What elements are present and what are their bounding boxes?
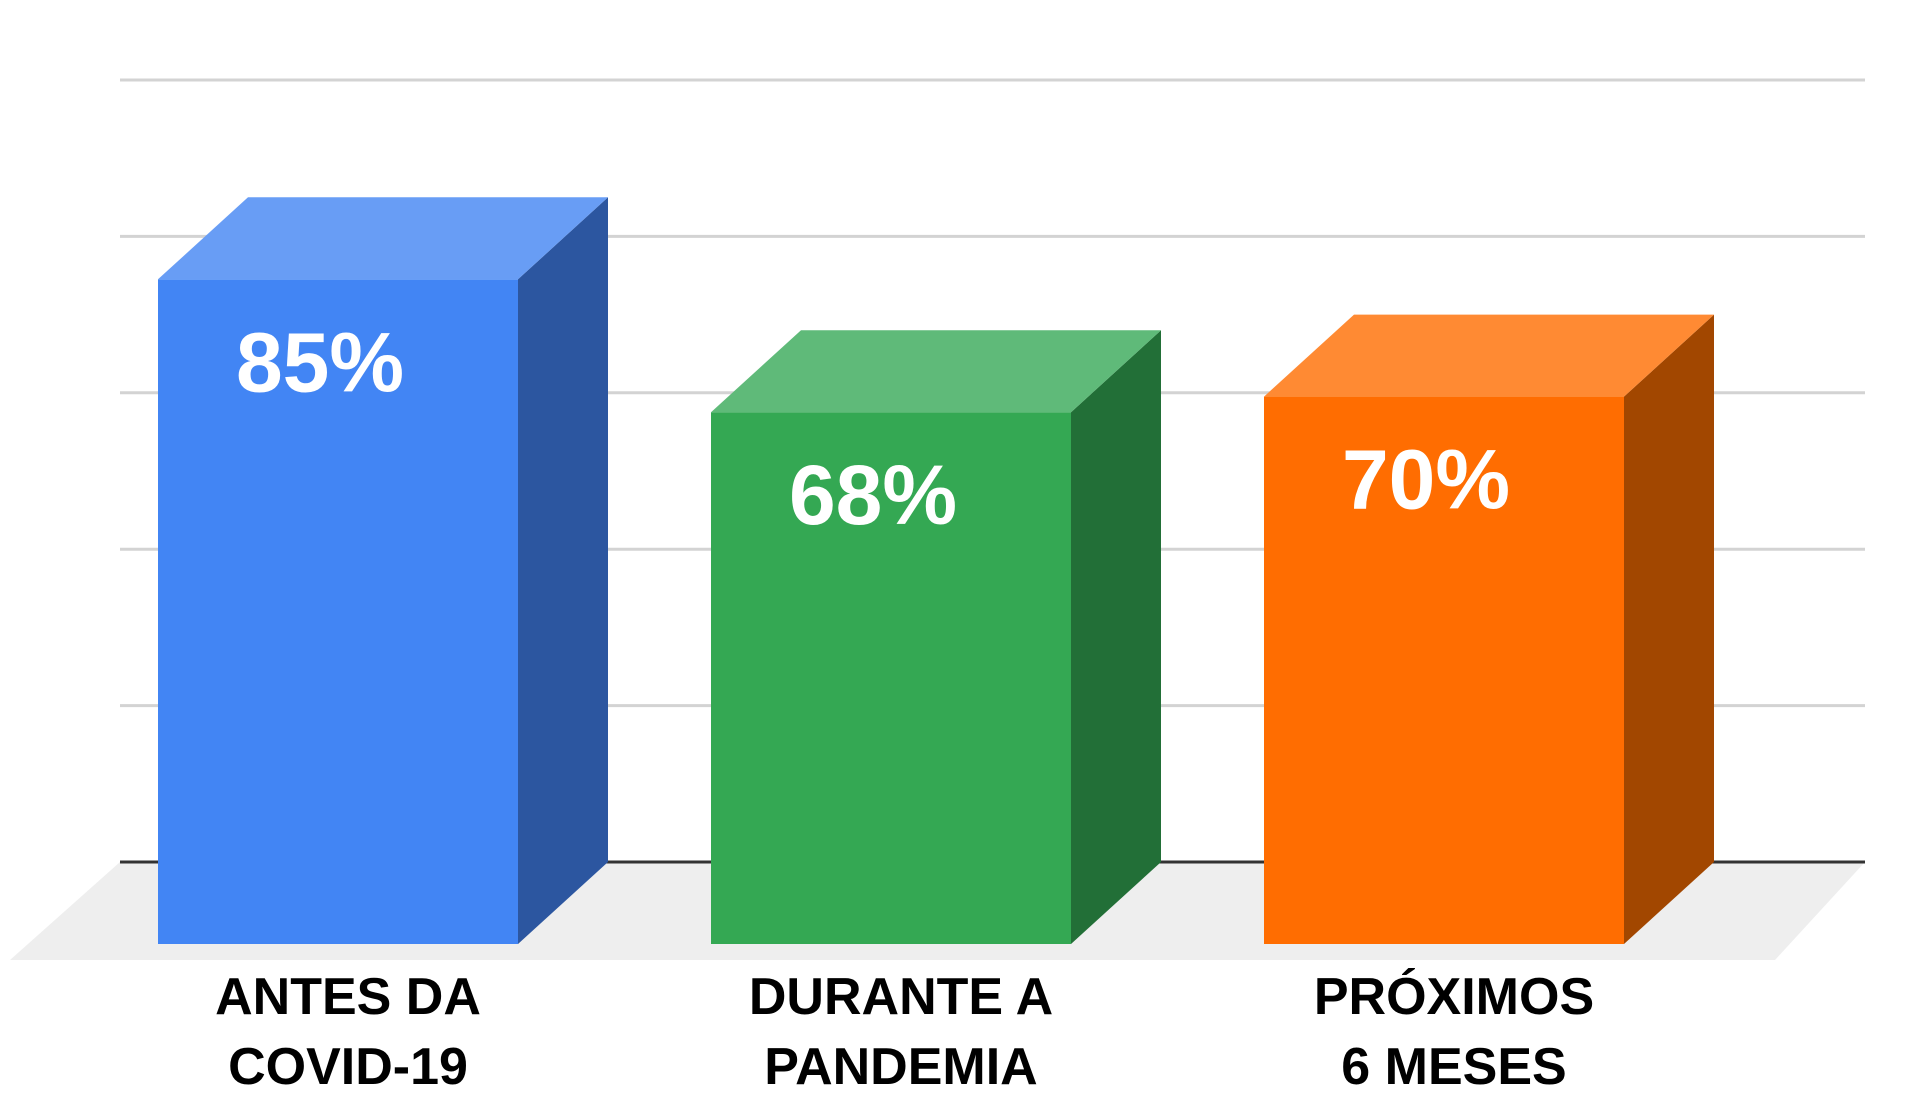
category-label-1-line-2: COVID-19 [228, 1038, 468, 1096]
category-label-1-line-1: ANTES DA [215, 968, 481, 1026]
bar-2: 68% [711, 330, 1161, 944]
bar-front-1 [158, 279, 518, 944]
bar-front-3 [1264, 396, 1624, 945]
value-label-2: 68% [789, 448, 957, 542]
bar-top-3 [1264, 314, 1714, 397]
category-label-2: DURANTE A PANDEMIA [749, 968, 1053, 1096]
bar-side-2 [1071, 330, 1161, 944]
value-label-3: 70% [1342, 433, 1510, 527]
bar-top-2 [711, 330, 1161, 413]
bar-1: 85% [158, 197, 608, 945]
category-label-3-line-2: 6 MESES [1341, 1038, 1566, 1096]
bar-top-1 [158, 197, 608, 280]
category-label-3-line-1: PRÓXIMOS [1314, 968, 1594, 1026]
bar-side-3 [1624, 314, 1714, 945]
bar-3: 70% [1264, 314, 1714, 945]
category-label-2-line-1: DURANTE A [749, 968, 1053, 1026]
bar-side-1 [518, 197, 608, 945]
value-label-1: 85% [236, 315, 404, 409]
category-label-3: PRÓXIMOS 6 MESES [1314, 968, 1594, 1096]
category-labels: ANTES DA COVID-19 DURANTE A PANDEMIA PRÓXIMO… [215, 968, 1594, 1096]
category-label-2-line-2: PANDEMIA [764, 1038, 1037, 1096]
category-label-1: ANTES DA COVID-19 [215, 968, 481, 1096]
bar-front-2 [711, 412, 1071, 944]
bars: 85% 68% 70% [158, 197, 1714, 945]
